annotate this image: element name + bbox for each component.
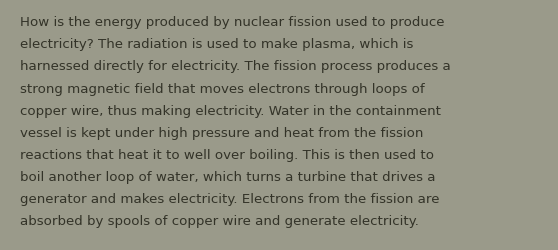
Text: absorbed by spools of copper wire and generate electricity.: absorbed by spools of copper wire and ge… [20, 214, 418, 227]
Text: electricity? The radiation is used to make plasma, which is: electricity? The radiation is used to ma… [20, 38, 413, 51]
Text: boil another loop of water, which turns a turbine that drives a: boil another loop of water, which turns … [20, 170, 435, 183]
Text: generator and makes electricity. Electrons from the fission are: generator and makes electricity. Electro… [20, 192, 439, 205]
Text: reactions that heat it to well over boiling. This is then used to: reactions that heat it to well over boil… [20, 148, 434, 161]
Text: copper wire, thus making electricity. Water in the containment: copper wire, thus making electricity. Wa… [20, 104, 440, 117]
Text: How is the energy produced by nuclear fission used to produce: How is the energy produced by nuclear fi… [20, 16, 444, 29]
Text: strong magnetic field that moves electrons through loops of: strong magnetic field that moves electro… [20, 82, 424, 95]
Text: harnessed directly for electricity. The fission process produces a: harnessed directly for electricity. The … [20, 60, 450, 73]
Text: vessel is kept under high pressure and heat from the fission: vessel is kept under high pressure and h… [20, 126, 423, 139]
